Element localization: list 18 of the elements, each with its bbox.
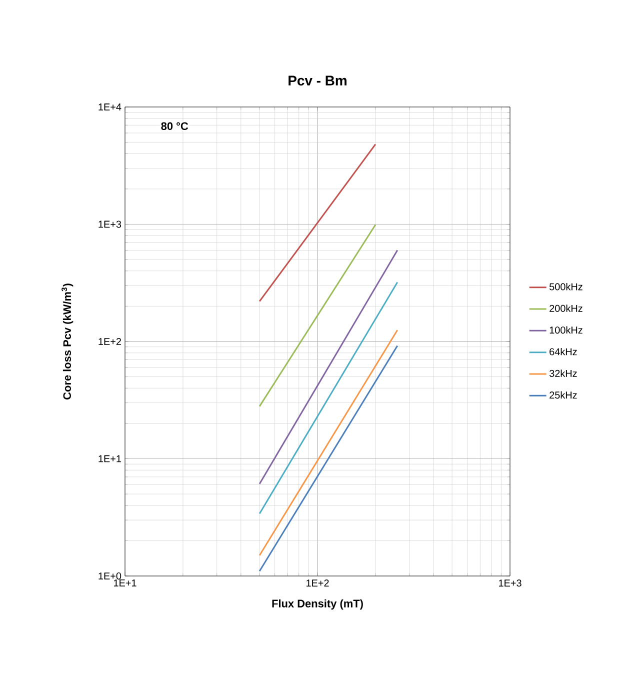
legend-label: 100kHz [550,326,582,334]
y-tick-label: 1E+3 [98,220,122,228]
y-tick-label: 1E+2 [98,338,121,345]
legend-label: 25kHz [550,391,577,399]
y-tick-label: 1E+0 [98,572,122,580]
y-axis-title: Core loss Pcv (kW/m$^{3}$) [62,284,74,400]
legend-label: 32kHz [549,370,577,377]
legend-label: 64kHz [550,348,577,356]
legend-label: 500kHz [549,282,582,290]
x-tick-label: 1E+1 [114,580,136,586]
chart-title: Pcv - Bm [288,76,346,86]
legend-label: 200kHz [550,304,582,312]
x-tick-label: 1E+2 [306,580,329,586]
x-axis-title: Flux Density (mT) [272,599,363,610]
annotation: 80 °C [161,122,188,130]
y-tick-label: 1E+4 [98,104,122,110]
y-tick-label: 1E+1 [98,455,122,462]
x-tick-label: 1E+3 [499,580,522,587]
